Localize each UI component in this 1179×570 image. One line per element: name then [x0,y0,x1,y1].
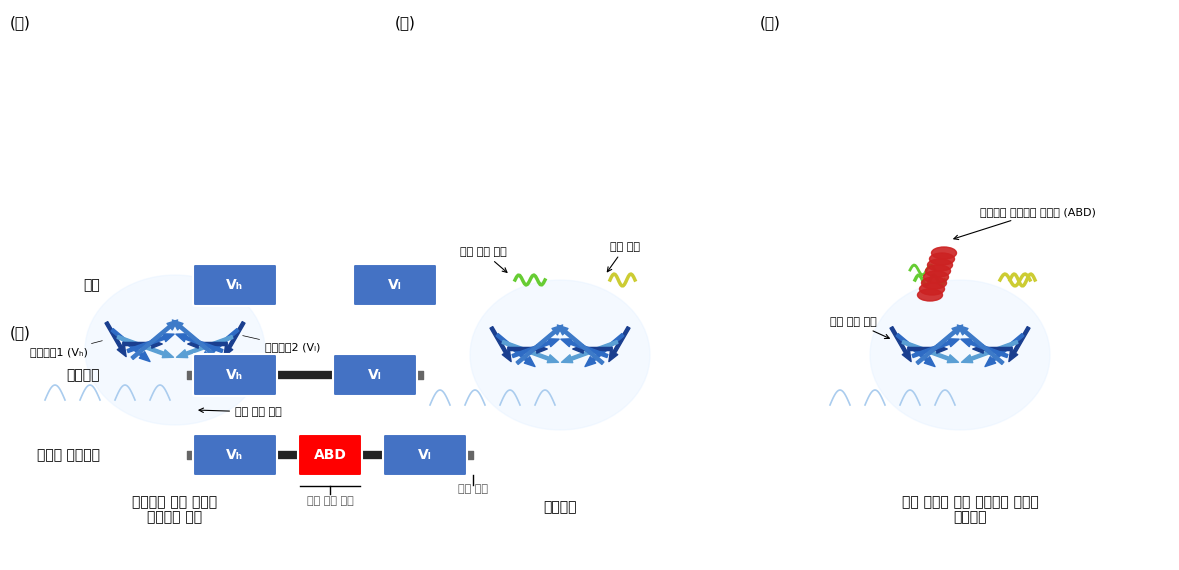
Ellipse shape [926,265,950,277]
Ellipse shape [917,289,942,301]
Text: 내부 연결 부위: 내부 연결 부위 [460,247,507,272]
Ellipse shape [85,275,265,425]
Text: Vₕ: Vₕ [226,368,244,382]
Text: 항체조각: 항체조각 [66,368,100,382]
Text: 항체: 항체 [84,278,100,292]
Ellipse shape [931,247,956,259]
FancyBboxPatch shape [193,434,277,476]
Text: 내부 연결 부위: 내부 연결 부위 [307,496,354,506]
Text: ABD: ABD [314,448,347,462]
Text: (다): (다) [760,15,780,30]
Text: 알부민과 결합하는 단백질 (ABD): 알부민과 결합하는 단백질 (ABD) [954,207,1095,239]
Text: 항체조각: 항체조각 [954,510,987,524]
Text: 내부 연결 부위: 내부 연결 부위 [830,317,889,339]
Ellipse shape [923,271,948,283]
Ellipse shape [929,253,955,265]
FancyBboxPatch shape [298,434,362,476]
Text: (나): (나) [395,15,416,30]
Text: 말단 영역: 말단 영역 [607,242,640,272]
Text: 항체에서 외부 물질과: 항체에서 외부 물질과 [132,495,218,509]
Text: Vₗ: Vₗ [368,368,382,382]
Text: (라): (라) [9,325,31,340]
Text: 개발된 항체조각: 개발된 항체조각 [37,448,100,462]
Text: Vₕ: Vₕ [226,278,244,292]
FancyBboxPatch shape [383,434,467,476]
Text: 결합하는 부분: 결합하는 부분 [147,510,203,524]
Text: 말단 영역: 말단 영역 [457,484,488,494]
Ellipse shape [922,277,947,289]
Ellipse shape [470,280,650,430]
Text: 항체조각: 항체조각 [544,500,577,514]
Ellipse shape [870,280,1050,430]
Text: 체내 지속성 연장 단백질을 삽입한: 체내 지속성 연장 단백질을 삽입한 [902,495,1039,509]
Text: Vₗ: Vₗ [419,448,432,462]
Text: 항체사슬1 (Vₕ): 항체사슬1 (Vₕ) [29,341,103,357]
FancyBboxPatch shape [332,354,417,396]
Text: 항원 결합 영역: 항원 결합 영역 [199,407,282,417]
FancyBboxPatch shape [193,264,277,306]
Ellipse shape [928,259,953,271]
Text: 항체사슬2 (Vₗ): 항체사슬2 (Vₗ) [243,336,321,352]
Text: Vₕ: Vₕ [226,448,244,462]
Text: Vₗ: Vₗ [388,278,402,292]
Ellipse shape [920,283,944,295]
FancyBboxPatch shape [193,354,277,396]
Text: (가): (가) [9,15,31,30]
FancyBboxPatch shape [353,264,437,306]
